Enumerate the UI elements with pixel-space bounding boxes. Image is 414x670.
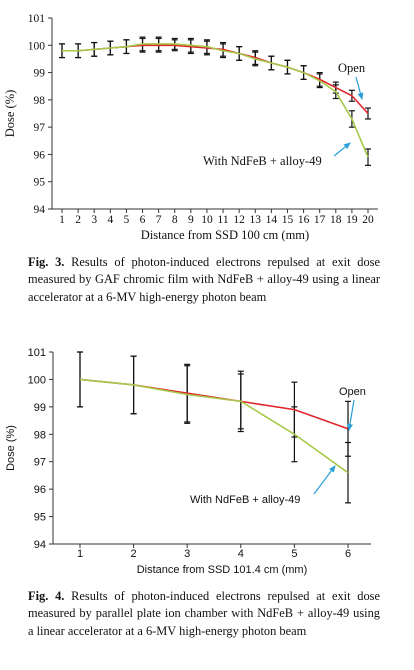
fig3-xtick-label: 8 (172, 214, 178, 226)
caption-fig4-label: Fig. 4. (28, 589, 65, 603)
fig4-x-axis-title: Distance from SSD 101.4 cm (mm) (137, 564, 308, 576)
fig4-xtick-label: 4 (238, 548, 244, 560)
fig3-xtick-label: 17 (314, 214, 326, 226)
fig3-annotation-alloy-arrow (333, 142, 351, 157)
fig3-ytick-label: 98 (34, 95, 46, 107)
fig4-ytick-label: 95 (34, 512, 46, 524)
fig3-xtick-label: 6 (140, 214, 146, 226)
fig4-annotation-alloy-arrow (313, 465, 336, 495)
chart-fig4: 94 95 96 97 98 99 100 101 1 2 3 4 5 6 Distance from SS… (0, 338, 414, 583)
fig3-xtick-label: 18 (330, 214, 342, 226)
fig4-annotation-alloy: With NdFeB + alloy-49 (190, 494, 300, 506)
fig4-ytick-label: 94 (34, 539, 46, 551)
fig3-xtick-label: 9 (188, 214, 194, 226)
fig4-series-alloy-line (79, 378, 349, 474)
fig3-series-alloy-line (62, 43, 369, 158)
fig3-xtick-label: 4 (107, 214, 113, 226)
fig3-xtick-label: 5 (124, 214, 130, 226)
caption-fig4: Fig. 4. Results of photon-induced electr… (28, 588, 380, 640)
fig3-xtick-label: 19 (346, 214, 358, 226)
fig4-y-axis-title: Dose (%) (5, 425, 17, 471)
fig4-xtick-label: 1 (77, 548, 83, 560)
fig4-series-open-line (79, 378, 349, 430)
fig3-ytick-label: 96 (34, 149, 46, 161)
fig4-ytick-label: 99 (34, 402, 46, 414)
fig3-x-axis-title: Distance from SSD 100 cm (mm) (141, 228, 309, 242)
fig4-xtick-label: 6 (345, 548, 351, 560)
fig4-xtick-label: 3 (184, 548, 190, 560)
fig3-annotation-open: Open (338, 61, 366, 75)
caption-fig3-text: Results of photon-induced electrons repu… (28, 255, 380, 304)
chart-fig4-svg: 94 95 96 97 98 99 100 101 1 2 3 4 5 6 Distance from SS… (5, 347, 371, 576)
fig3-ytick-label: 97 (34, 122, 46, 134)
fig3-series-open-line (62, 44, 369, 115)
fig4-annotation-open-arrow (347, 399, 355, 431)
fig3-xtick-label: 15 (282, 214, 294, 226)
fig3-xtick-label: 11 (218, 214, 229, 226)
fig3-xtick-label: 10 (201, 214, 213, 226)
fig3-y-axis-title: Dose (%) (3, 90, 17, 138)
fig3-ytick-label: 95 (34, 177, 46, 189)
fig4-ytick-label: 97 (34, 457, 46, 469)
fig4-ytick-label: 98 (34, 429, 46, 441)
fig3-xtick-label: 2 (75, 214, 81, 226)
caption-fig4-text: Results of photon-induced electrons repu… (28, 589, 380, 638)
fig3-ytick-label: 101 (28, 13, 46, 25)
caption-fig3: Fig. 3. Results of photon-induced electr… (28, 254, 380, 306)
fig4-errorbar (77, 351, 83, 408)
fig3-xtick-label: 13 (250, 214, 262, 226)
fig3-ytick-label: 100 (28, 40, 46, 52)
fig4-xtick-label: 5 (291, 548, 297, 560)
fig3-xtick-label: 7 (156, 214, 162, 226)
fig3-ytick-label: 99 (34, 68, 46, 80)
fig3-annotation-alloy: With NdFeB + alloy-49 (203, 154, 322, 168)
caption-fig3-label: Fig. 3. (28, 255, 65, 269)
fig3-ytick-label: 94 (34, 204, 46, 216)
fig4-xtick-label: 2 (131, 548, 137, 560)
fig4-ytick-label: 96 (34, 484, 46, 496)
fig3-xtick-label: 20 (362, 214, 374, 226)
fig4-errorbar (345, 441, 351, 504)
fig3-annotation-open-arrow (355, 76, 364, 100)
fig3-xtick-label: 16 (298, 214, 310, 226)
fig3-xtick-label: 12 (233, 214, 245, 226)
chart-fig3: 94 95 96 97 98 99 100 101 1 2 3 4 5 6 7 8 9 10 11 12 13 14 15 1… (0, 0, 414, 250)
fig4-annotation-open: Open (339, 386, 366, 398)
fig4-ytick-label: 100 (28, 374, 46, 386)
fig3-xtick-label: 3 (91, 214, 97, 226)
fig4-ytick-label: 101 (28, 347, 46, 359)
fig3-xtick-label: 14 (266, 214, 278, 226)
fig3-xtick-label: 1 (59, 214, 65, 226)
